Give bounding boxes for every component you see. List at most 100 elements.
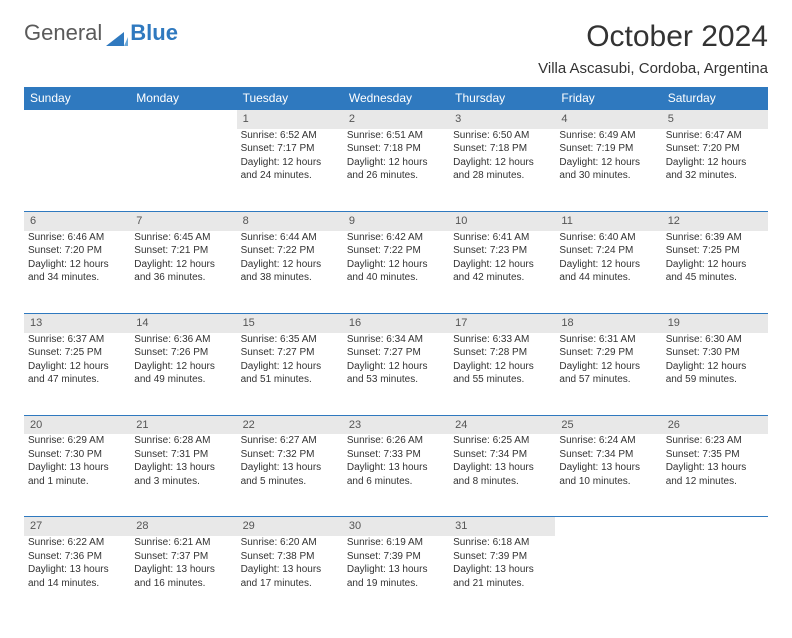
sunset-text: Sunset: 7:17 PM [241,142,339,156]
day-cell: Sunrise: 6:35 AMSunset: 7:27 PMDaylight:… [237,333,343,415]
weekday-header: Sunday [24,87,130,109]
daynum-row: 2728293031 [24,516,768,536]
logo-word1: General [24,20,102,46]
daylight-text: Daylight: 13 hours and 6 minutes. [347,461,445,488]
sunset-text: Sunset: 7:29 PM [559,346,657,360]
daylight-text: Daylight: 12 hours and 40 minutes. [347,258,445,285]
day-cell: Sunrise: 6:31 AMSunset: 7:29 PMDaylight:… [555,333,661,415]
sunrise-text: Sunrise: 6:47 AM [666,129,764,143]
day-cell: Sunrise: 6:20 AMSunset: 7:38 PMDaylight:… [237,536,343,618]
sunrise-text: Sunrise: 6:40 AM [559,231,657,245]
daylight-text: Daylight: 13 hours and 3 minutes. [134,461,232,488]
sunrise-text: Sunrise: 6:41 AM [453,231,551,245]
daylight-text: Daylight: 12 hours and 24 minutes. [241,156,339,183]
day-cell: Sunrise: 6:36 AMSunset: 7:26 PMDaylight:… [130,333,236,415]
day-number: 12 [662,211,768,231]
daylight-text: Daylight: 13 hours and 5 minutes. [241,461,339,488]
day-cell: Sunrise: 6:41 AMSunset: 7:23 PMDaylight:… [449,231,555,313]
day-cell [662,536,768,618]
day-cell: Sunrise: 6:21 AMSunset: 7:37 PMDaylight:… [130,536,236,618]
weekday-header: Saturday [662,87,768,109]
day-number: 24 [449,415,555,435]
sunrise-text: Sunrise: 6:39 AM [666,231,764,245]
sunset-text: Sunset: 7:36 PM [28,550,126,564]
sunset-text: Sunset: 7:22 PM [347,244,445,258]
sunrise-text: Sunrise: 6:52 AM [241,129,339,143]
sunrise-text: Sunrise: 6:23 AM [666,434,764,448]
week-row: Sunrise: 6:37 AMSunset: 7:25 PMDaylight:… [24,333,768,415]
day-number: 23 [343,415,449,435]
sunset-text: Sunset: 7:34 PM [453,448,551,462]
day-cell [24,129,130,211]
day-number: 9 [343,211,449,231]
weekday-header: Tuesday [237,87,343,109]
sunrise-text: Sunrise: 6:21 AM [134,536,232,550]
day-number: 21 [130,415,236,435]
day-number: 11 [555,211,661,231]
day-number: 20 [24,415,130,435]
day-cell: Sunrise: 6:40 AMSunset: 7:24 PMDaylight:… [555,231,661,313]
sunrise-text: Sunrise: 6:46 AM [28,231,126,245]
sunset-text: Sunset: 7:25 PM [666,244,764,258]
sunset-text: Sunset: 7:33 PM [347,448,445,462]
day-cell: Sunrise: 6:37 AMSunset: 7:25 PMDaylight:… [24,333,130,415]
sunrise-text: Sunrise: 6:36 AM [134,333,232,347]
daylight-text: Daylight: 12 hours and 34 minutes. [28,258,126,285]
daylight-text: Daylight: 13 hours and 14 minutes. [28,563,126,590]
daylight-text: Daylight: 13 hours and 19 minutes. [347,563,445,590]
logo-word2: Blue [130,20,178,46]
sunrise-text: Sunrise: 6:25 AM [453,434,551,448]
daylight-text: Daylight: 13 hours and 16 minutes. [134,563,232,590]
sunrise-text: Sunrise: 6:29 AM [28,434,126,448]
daylight-text: Daylight: 12 hours and 45 minutes. [666,258,764,285]
day-number: 7 [130,211,236,231]
calendar-head: SundayMondayTuesdayWednesdayThursdayFrid… [24,87,768,109]
sunset-text: Sunset: 7:39 PM [453,550,551,564]
daylight-text: Daylight: 13 hours and 17 minutes. [241,563,339,590]
day-number: 29 [237,516,343,536]
sunrise-text: Sunrise: 6:50 AM [453,129,551,143]
sunset-text: Sunset: 7:28 PM [453,346,551,360]
day-cell [555,536,661,618]
header: General Blue October 2024 Villa Ascasubi… [24,20,768,77]
day-cell: Sunrise: 6:24 AMSunset: 7:34 PMDaylight:… [555,434,661,516]
day-cell: Sunrise: 6:22 AMSunset: 7:36 PMDaylight:… [24,536,130,618]
sunset-text: Sunset: 7:21 PM [134,244,232,258]
day-cell: Sunrise: 6:25 AMSunset: 7:34 PMDaylight:… [449,434,555,516]
day-cell: Sunrise: 6:19 AMSunset: 7:39 PMDaylight:… [343,536,449,618]
day-number: 26 [662,415,768,435]
logo: General Blue [24,20,178,46]
day-number: 10 [449,211,555,231]
sunrise-text: Sunrise: 6:20 AM [241,536,339,550]
daylight-text: Daylight: 12 hours and 30 minutes. [559,156,657,183]
sunrise-text: Sunrise: 6:37 AM [28,333,126,347]
daylight-text: Daylight: 12 hours and 47 minutes. [28,360,126,387]
day-number: 1 [237,109,343,129]
day-cell: Sunrise: 6:30 AMSunset: 7:30 PMDaylight:… [662,333,768,415]
calendar-table: SundayMondayTuesdayWednesdayThursdayFrid… [24,87,768,618]
sunset-text: Sunset: 7:18 PM [347,142,445,156]
day-cell: Sunrise: 6:33 AMSunset: 7:28 PMDaylight:… [449,333,555,415]
week-row: Sunrise: 6:52 AMSunset: 7:17 PMDaylight:… [24,129,768,211]
sunset-text: Sunset: 7:31 PM [134,448,232,462]
day-number-empty [24,109,130,129]
daylight-text: Daylight: 13 hours and 1 minute. [28,461,126,488]
day-cell: Sunrise: 6:42 AMSunset: 7:22 PMDaylight:… [343,231,449,313]
week-row: Sunrise: 6:22 AMSunset: 7:36 PMDaylight:… [24,536,768,618]
day-cell: Sunrise: 6:45 AMSunset: 7:21 PMDaylight:… [130,231,236,313]
sunset-text: Sunset: 7:24 PM [559,244,657,258]
daylight-text: Daylight: 12 hours and 44 minutes. [559,258,657,285]
weekday-header-row: SundayMondayTuesdayWednesdayThursdayFrid… [24,87,768,109]
sunrise-text: Sunrise: 6:24 AM [559,434,657,448]
calendar-page: General Blue October 2024 Villa Ascasubi… [0,0,792,638]
daylight-text: Daylight: 12 hours and 36 minutes. [134,258,232,285]
daylight-text: Daylight: 13 hours and 12 minutes. [666,461,764,488]
day-number: 17 [449,313,555,333]
sunset-text: Sunset: 7:23 PM [453,244,551,258]
day-number-empty [555,516,661,536]
sunrise-text: Sunrise: 6:28 AM [134,434,232,448]
sunrise-text: Sunrise: 6:33 AM [453,333,551,347]
logo-sail-icon [106,26,128,40]
daylight-text: Daylight: 12 hours and 26 minutes. [347,156,445,183]
daylight-text: Daylight: 13 hours and 8 minutes. [453,461,551,488]
